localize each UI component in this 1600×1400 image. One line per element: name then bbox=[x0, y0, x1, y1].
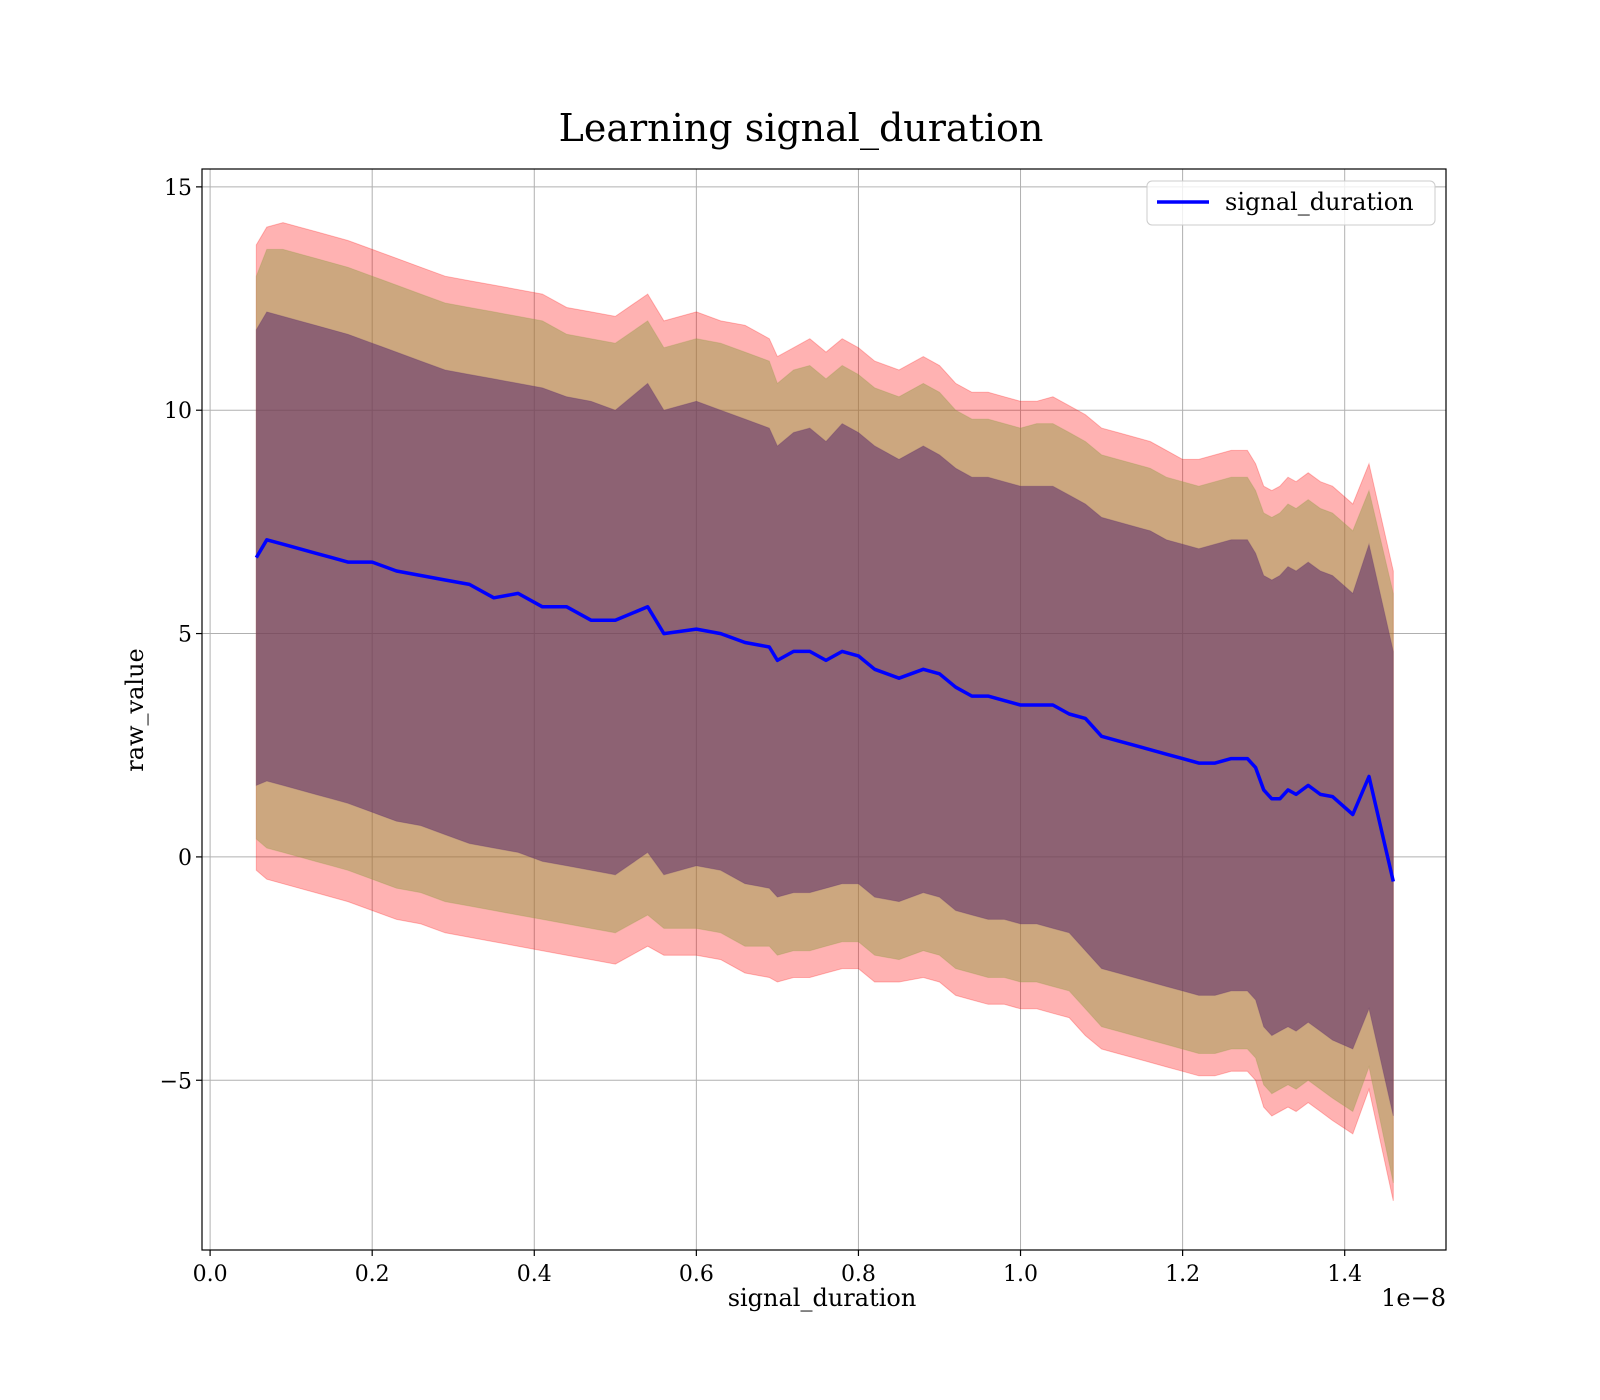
y-tick-label: 15 bbox=[164, 176, 192, 201]
x-tick-label: 1.0 bbox=[1003, 1262, 1038, 1287]
y-tick-label: 10 bbox=[164, 399, 192, 424]
band-inner bbox=[255, 311, 1394, 1117]
x-tick-label: 0.4 bbox=[517, 1262, 552, 1287]
x-axis-ticks: 0.0 0.2 0.4 0.6 0.8 1.0 1.2 1.4 bbox=[193, 1250, 1362, 1287]
chart-title: Learning signal_duration bbox=[559, 106, 1044, 151]
x-axis-offset-label: 1e−8 bbox=[1381, 1284, 1446, 1312]
legend-box bbox=[1146, 180, 1436, 226]
x-tick-label: 0.0 bbox=[193, 1262, 228, 1287]
series-lines bbox=[254, 538, 1396, 882]
x-axis-label: signal_duration bbox=[728, 1284, 917, 1312]
legend: signal_duration bbox=[1146, 180, 1436, 226]
y-tick-label: 0 bbox=[178, 846, 192, 871]
confidence-bands bbox=[255, 222, 1394, 1202]
y-axis-label: raw_value bbox=[121, 648, 149, 772]
x-tick-label: 0.8 bbox=[841, 1262, 876, 1287]
y-tick-label: 5 bbox=[178, 623, 192, 648]
x-tick-label: 0.6 bbox=[679, 1262, 714, 1287]
x-tick-label: 1.2 bbox=[1165, 1262, 1200, 1287]
y-axis-ticks: −5 0 5 10 15 bbox=[160, 176, 202, 1094]
series-line-signal_duration bbox=[254, 538, 1396, 882]
y-tick-label: −5 bbox=[160, 1069, 192, 1094]
x-tick-label: 0.2 bbox=[355, 1262, 390, 1287]
x-tick-label: 1.4 bbox=[1327, 1262, 1362, 1287]
legend-label: signal_duration bbox=[1225, 188, 1414, 216]
plot-frame bbox=[201, 168, 1447, 1251]
